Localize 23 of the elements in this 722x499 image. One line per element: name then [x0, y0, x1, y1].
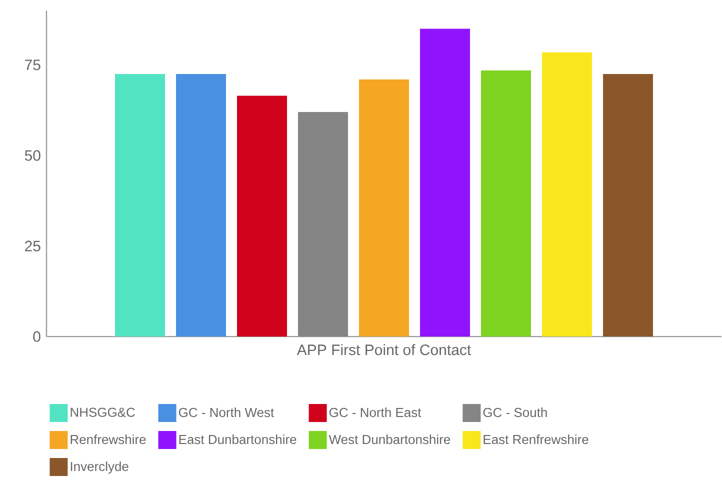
bar	[115, 74, 165, 337]
bar	[481, 70, 531, 337]
y-tick-label: 75	[25, 60, 40, 70]
bar	[298, 112, 348, 337]
x-tick-label: APP First Point of Contact	[296, 344, 471, 356]
bar	[176, 74, 226, 337]
y-tick-label: 0	[33, 331, 40, 342]
bar	[420, 28, 470, 337]
y-tick-label: 50	[24, 150, 40, 161]
y-tick-label: 25	[25, 240, 40, 252]
legend-label: East Renfrewshire	[484, 434, 588, 444]
legend-label: GC - North East	[329, 408, 422, 418]
bar	[542, 52, 592, 337]
legend-label: Renfrewshire	[70, 434, 146, 444]
bar	[603, 74, 653, 337]
legend-label: East Dunbartonshire	[179, 434, 296, 444]
legend-label: Inverclyde	[70, 462, 128, 474]
legend-label: GC - North West	[178, 408, 274, 418]
legend-label: NHSGG&C	[70, 408, 135, 417]
legend-label: West Dunbartonshire	[328, 434, 450, 444]
legend-label: GC - South	[483, 408, 547, 418]
bar	[236, 96, 287, 337]
bar	[359, 79, 409, 337]
